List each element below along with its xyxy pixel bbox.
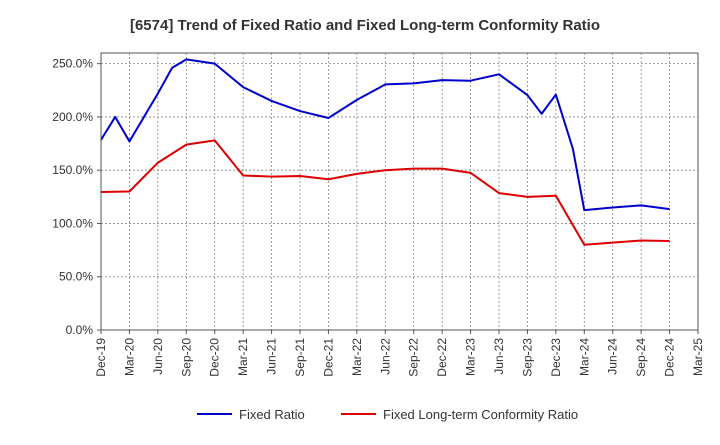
x-tick-label: Mar-23 <box>464 338 478 376</box>
chart-title: [6574] Trend of Fixed Ratio and Fixed Lo… <box>130 17 600 34</box>
x-tick-label: Mar-24 <box>577 338 591 376</box>
x-tick-label: Mar-22 <box>350 338 364 376</box>
series-layer <box>100 58 670 246</box>
x-tick-label: Sep-22 <box>407 338 421 377</box>
plot-area-border <box>100 52 699 331</box>
series-line-fixed-ratio <box>100 58 670 212</box>
y-tick-label: 50.0% <box>59 270 93 284</box>
x-tick-label: Dec-22 <box>435 338 449 377</box>
x-tick-label: Dec-21 <box>321 338 335 377</box>
x-tick-label: Jun-21 <box>265 338 279 375</box>
legend-label: Fixed Ratio <box>239 407 305 422</box>
y-tick-label: 150.0% <box>52 163 93 177</box>
y-tick-label: 200.0% <box>52 110 93 124</box>
x-tick-label: Dec-19 <box>94 338 108 377</box>
x-tick-label: Mar-21 <box>236 338 250 376</box>
x-tick-label: Mar-25 <box>691 338 705 376</box>
x-tick-label: Sep-21 <box>293 338 307 377</box>
legend: Fixed Ratio Fixed Long-term Conformity Ra… <box>197 407 578 422</box>
x-tick-label: Jun-20 <box>151 338 165 375</box>
x-axis: Dec-19 Mar-20 Jun-20 Sep-20 Dec-20 Mar-21 Jun-… <box>94 330 705 377</box>
y-tick-label: 0.0% <box>66 323 94 337</box>
y-tick-label: 100.0% <box>52 216 93 230</box>
x-tick-label: Sep-20 <box>179 338 193 377</box>
legend-label: Fixed Long-term Conformity Ratio <box>383 407 578 422</box>
x-tick-label: Dec-20 <box>208 338 222 377</box>
x-tick-label: Mar-20 <box>122 338 136 376</box>
grid <box>100 53 699 331</box>
x-tick-label: Jun-22 <box>378 338 392 375</box>
x-tick-label: Sep-24 <box>634 338 648 377</box>
y-tick-label: 250.0% <box>52 57 93 71</box>
x-tick-label: Dec-24 <box>663 338 677 377</box>
y-axis: 0.0% 50.0% 100.0% 150.0% 200.0% 250.0% <box>52 57 101 337</box>
x-tick-label: Jun-23 <box>492 338 506 375</box>
x-tick-label: Jun-24 <box>606 338 620 375</box>
x-tick-label: Sep-23 <box>520 338 534 377</box>
x-tick-label: Dec-23 <box>549 338 563 377</box>
series-line-fixed-long-term-conformity-ratio <box>100 139 670 246</box>
